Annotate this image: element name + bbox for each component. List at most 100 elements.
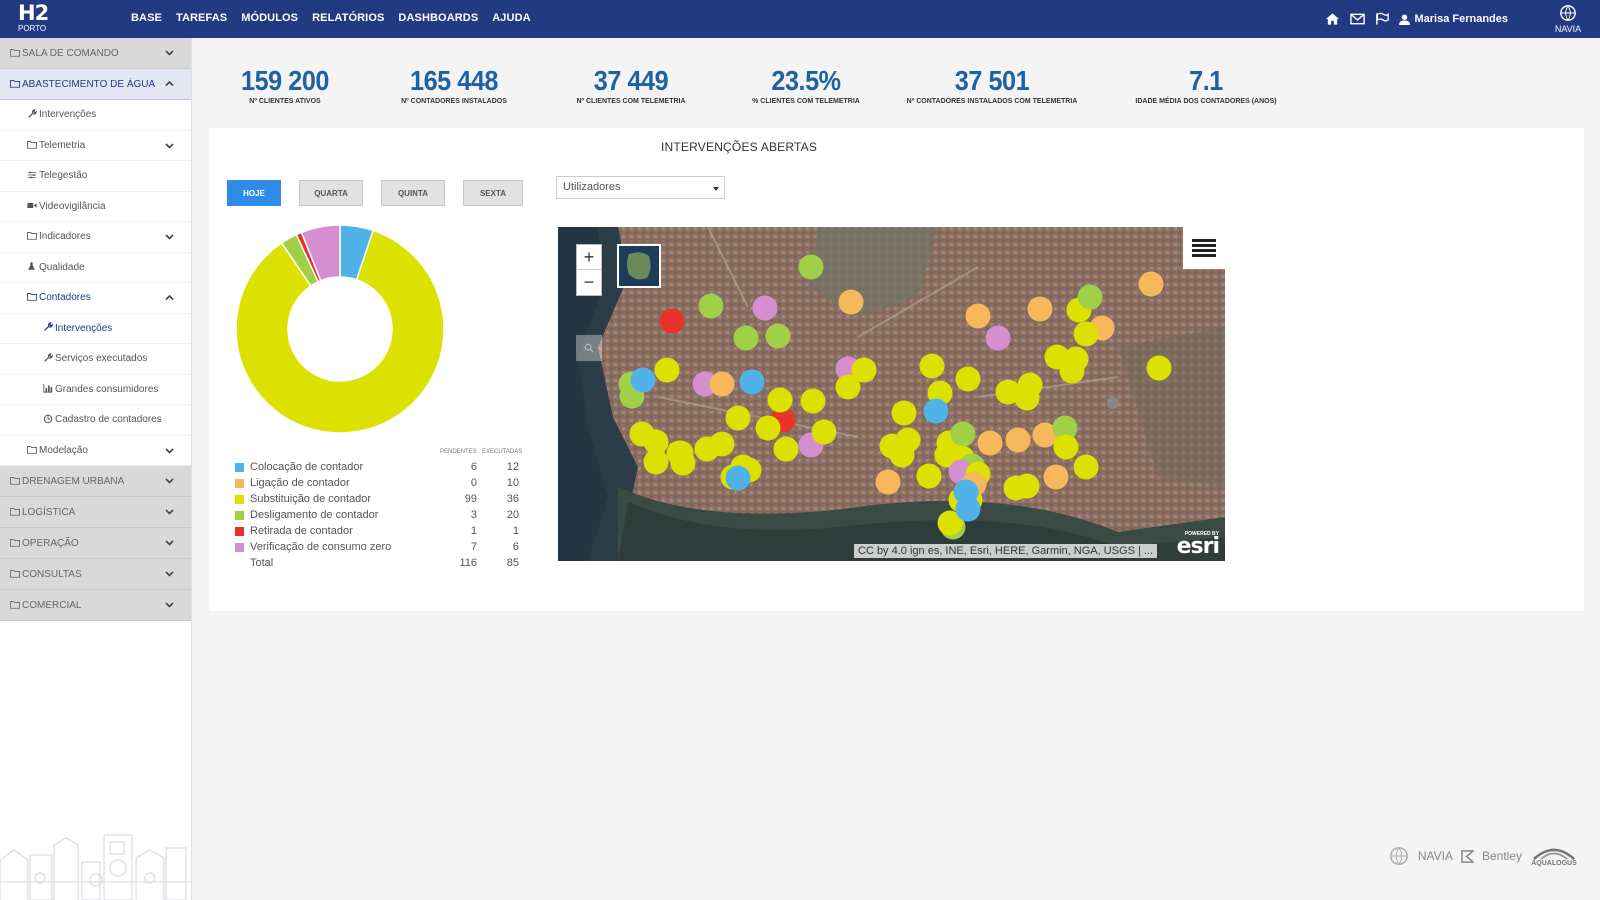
map-intervention-point[interactable]: [670, 450, 696, 476]
map-intervention-point[interactable]: [773, 436, 799, 462]
donut-slice-2[interactable]: [235, 229, 445, 434]
map-intervention-point[interactable]: [709, 431, 735, 457]
map-intervention-point[interactable]: [1146, 355, 1172, 381]
map-intervention-point[interactable]: [1059, 358, 1085, 384]
nav-ajuda[interactable]: AJUDA: [492, 12, 531, 24]
sidebar-item-contadores[interactable]: Contadores: [0, 283, 191, 314]
map-intervention-point[interactable]: [698, 293, 724, 319]
map-intervention-point[interactable]: [995, 379, 1021, 405]
legend-row[interactable]: Colocação de contador 6 12: [232, 459, 532, 475]
sidebar-item-abastecimento-de-agua[interactable]: ABASTECIMENTO DE ÁGUA: [0, 69, 191, 100]
map-intervention-point[interactable]: [643, 449, 669, 475]
sidebar-item-qualidade[interactable]: Qualidade: [0, 253, 191, 283]
map-intervention-point[interactable]: [937, 510, 963, 536]
sidebar-item-logistica[interactable]: LOGÍSTICA: [0, 497, 191, 528]
zoom-out-button[interactable]: −: [583, 272, 595, 292]
home-icon[interactable]: [1324, 12, 1340, 26]
sidebar-item-servicos-executados[interactable]: Serviços executados: [0, 344, 191, 375]
map-intervention-point[interactable]: [965, 303, 991, 329]
map-intervention-point[interactable]: [733, 325, 759, 351]
sidebar-item-indicadores[interactable]: Indicadores: [0, 222, 191, 253]
chevron-down-icon[interactable]: [165, 476, 174, 485]
map-intervention-point[interactable]: [1043, 464, 1069, 490]
legend-row[interactable]: Verificação de consumo zero 7 6: [232, 539, 532, 555]
sidebar-item-intervencoes[interactable]: Intervenções: [0, 100, 191, 131]
sidebar-item-comercial[interactable]: COMERCIAL: [0, 590, 191, 621]
chevron-down-icon[interactable]: [165, 538, 174, 547]
nav-base[interactable]: BASE: [131, 12, 162, 24]
layer-list-button[interactable]: [1183, 227, 1225, 269]
chevron-down-icon[interactable]: [165, 446, 174, 455]
map-intervention-point[interactable]: [838, 289, 864, 315]
map-intervention-point[interactable]: [1014, 473, 1040, 499]
map-intervention-point[interactable]: [725, 405, 751, 431]
chevron-down-icon[interactable]: [165, 569, 174, 578]
map-intervention-point[interactable]: [1138, 271, 1164, 297]
mail-icon[interactable]: [1349, 12, 1365, 26]
sidebar-item-videovigilancia[interactable]: Videovigilância: [0, 192, 191, 222]
sidebar-item-drenagem-urbana[interactable]: DRENAGEM URBANA: [0, 466, 191, 497]
map-intervention-point[interactable]: [1005, 427, 1031, 453]
nav-modulos[interactable]: MÓDULOS: [241, 12, 299, 24]
chevron-down-icon[interactable]: [165, 48, 174, 57]
nav-relatorios[interactable]: RELATÓRIOS: [312, 12, 385, 24]
map-intervention-point[interactable]: [752, 295, 778, 321]
h2porto-logo[interactable]: H2 PORTO: [18, 3, 58, 35]
map-intervention-point[interactable]: [919, 353, 945, 379]
chevron-down-icon[interactable]: [165, 600, 174, 609]
sidebar-item-intervencoes[interactable]: Intervenções: [0, 314, 191, 344]
map-intervention-point[interactable]: [755, 415, 781, 441]
map-intervention-point[interactable]: [739, 369, 765, 395]
nav-dashboards[interactable]: DASHBOARDS: [398, 12, 479, 24]
map-intervention-point[interactable]: [916, 463, 942, 489]
map-home-button[interactable]: [576, 335, 602, 361]
map-intervention-point[interactable]: [985, 325, 1011, 351]
map-intervention-point[interactable]: [643, 429, 669, 455]
map-intervention-point[interactable]: [654, 357, 680, 383]
map-intervention-point[interactable]: [923, 398, 949, 424]
map-intervention-point[interactable]: [950, 421, 976, 447]
tab-hoje[interactable]: HOJE: [227, 180, 281, 206]
map-intervention-point[interactable]: [891, 400, 917, 426]
user-menu[interactable]: Marisa Fernandes: [1399, 13, 1508, 25]
map-intervention-point[interactable]: [765, 323, 791, 349]
zoom-in-button[interactable]: +: [577, 245, 601, 270]
map-intervention-point[interactable]: [1027, 296, 1053, 322]
map-intervention-point[interactable]: [800, 388, 826, 414]
map-intervention-point[interactable]: [1052, 415, 1078, 441]
map-intervention-point[interactable]: [767, 387, 793, 413]
map-intervention-point[interactable]: [835, 374, 861, 400]
legend-row[interactable]: Substituição de contador 99 36: [232, 491, 532, 507]
sidebar-item-telegestao[interactable]: Telegestão: [0, 161, 191, 192]
nav-tarefas[interactable]: TAREFAS: [175, 12, 228, 24]
map-intervention-point[interactable]: [1032, 422, 1058, 448]
map-intervention-point[interactable]: [977, 430, 1003, 456]
sidebar-item-sala-de-comando[interactable]: SALA DE COMANDO: [0, 38, 191, 69]
map-intervention-point[interactable]: [1073, 321, 1099, 347]
sidebar-item-modelacao[interactable]: Modelação: [0, 436, 191, 466]
map-intervention-point[interactable]: [955, 366, 981, 392]
overview-map[interactable]: [617, 244, 661, 288]
flag-icon[interactable]: [1374, 12, 1390, 26]
tab-quarta[interactable]: QUARTA: [299, 180, 363, 206]
sidebar-item-consultas[interactable]: CONSULTAS: [0, 559, 191, 590]
chevron-down-icon[interactable]: [165, 507, 174, 516]
sidebar-item-grandes-consumidores[interactable]: Grandes consumidores: [0, 375, 191, 405]
map-intervention-point[interactable]: [889, 442, 915, 468]
map-intervention-point[interactable]: [851, 357, 877, 383]
donut-slice-5[interactable]: [300, 224, 341, 282]
map-intervention-point[interactable]: [1014, 385, 1040, 411]
chevron-up-icon[interactable]: [165, 293, 174, 302]
sidebar-item-cadastro-de-contadores[interactable]: Cadastro de contadores: [0, 405, 191, 436]
map-intervention-point[interactable]: [811, 419, 837, 445]
sidebar-item-telemetria[interactable]: Telemetria: [0, 131, 191, 161]
map-intervention-point[interactable]: [875, 469, 901, 495]
legend-row[interactable]: Desligamento de contador 3 20: [232, 507, 532, 523]
map-intervention-point[interactable]: [709, 371, 735, 397]
chevron-down-icon[interactable]: [165, 232, 174, 241]
map-intervention-point[interactable]: [1077, 284, 1103, 310]
tab-quinta[interactable]: QUINTA: [381, 180, 445, 206]
interventions-map[interactable]: + − CC by 4.0 ign es, INE, Esri, HERE, G…: [558, 227, 1225, 561]
tab-sexta[interactable]: SEXTA: [463, 180, 523, 206]
users-filter-select[interactable]: Utilizadores: [556, 176, 725, 199]
